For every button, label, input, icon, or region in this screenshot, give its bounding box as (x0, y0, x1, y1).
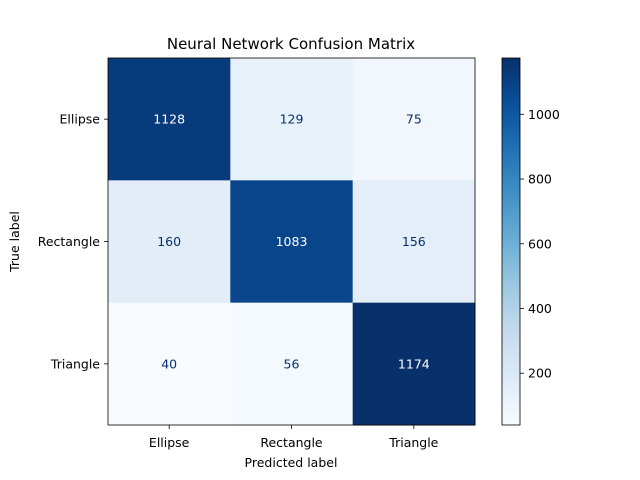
x-tick-label: Triangle (388, 435, 438, 450)
heatmap-cell (108, 180, 231, 304)
heatmap-cell (230, 58, 354, 181)
heatmap-cell (230, 302, 354, 426)
colorbar-tick-label: 600 (528, 236, 552, 251)
colorbar-tick-label: 400 (528, 301, 552, 316)
cell-value-label: 1083 (276, 234, 308, 249)
cell-value-label: 1128 (153, 112, 185, 127)
cell-value-label: 40 (161, 356, 177, 371)
colorbar: 200 400 600 800 1000 (501, 57, 560, 426)
y-tick-label: Ellipse (60, 112, 101, 127)
cell-value-label: 1174 (398, 356, 430, 371)
colorbar-tick-label: 800 (528, 172, 552, 187)
cell-value-label: 56 (284, 356, 300, 371)
chart-title: Neural Network Confusion Matrix (167, 35, 415, 53)
cell-value-label: 129 (280, 112, 304, 127)
heatmap-cell (352, 302, 476, 426)
heatmap-cell (108, 58, 231, 181)
colorbar-tick-label: 1000 (528, 107, 560, 122)
y-axis-label: True label (7, 211, 22, 273)
heatmap-cell (352, 180, 476, 304)
x-tick-label: Rectangle (260, 435, 323, 450)
x-axis-ticks: Ellipse Rectangle Triangle (149, 425, 439, 450)
heatmap-cell (108, 302, 231, 426)
colorbar-gradient (501, 57, 521, 426)
x-tick-label: Ellipse (149, 435, 190, 450)
colorbar-tick-label: 200 (528, 366, 552, 381)
y-tick-label: Rectangle (38, 234, 101, 249)
cell-value-label: 160 (157, 234, 181, 249)
heatmap-cell (230, 180, 354, 304)
y-tick-label: Triangle (50, 356, 100, 371)
cell-value-label: 156 (402, 234, 426, 249)
heatmap-cells: 1128 129 75 160 1083 156 40 56 1174 (108, 58, 476, 426)
x-axis-label: Predicted label (245, 455, 338, 470)
heatmap-cell (352, 58, 476, 181)
y-axis-ticks: Ellipse Rectangle Triangle (38, 112, 108, 371)
cell-value-label: 75 (406, 112, 422, 127)
